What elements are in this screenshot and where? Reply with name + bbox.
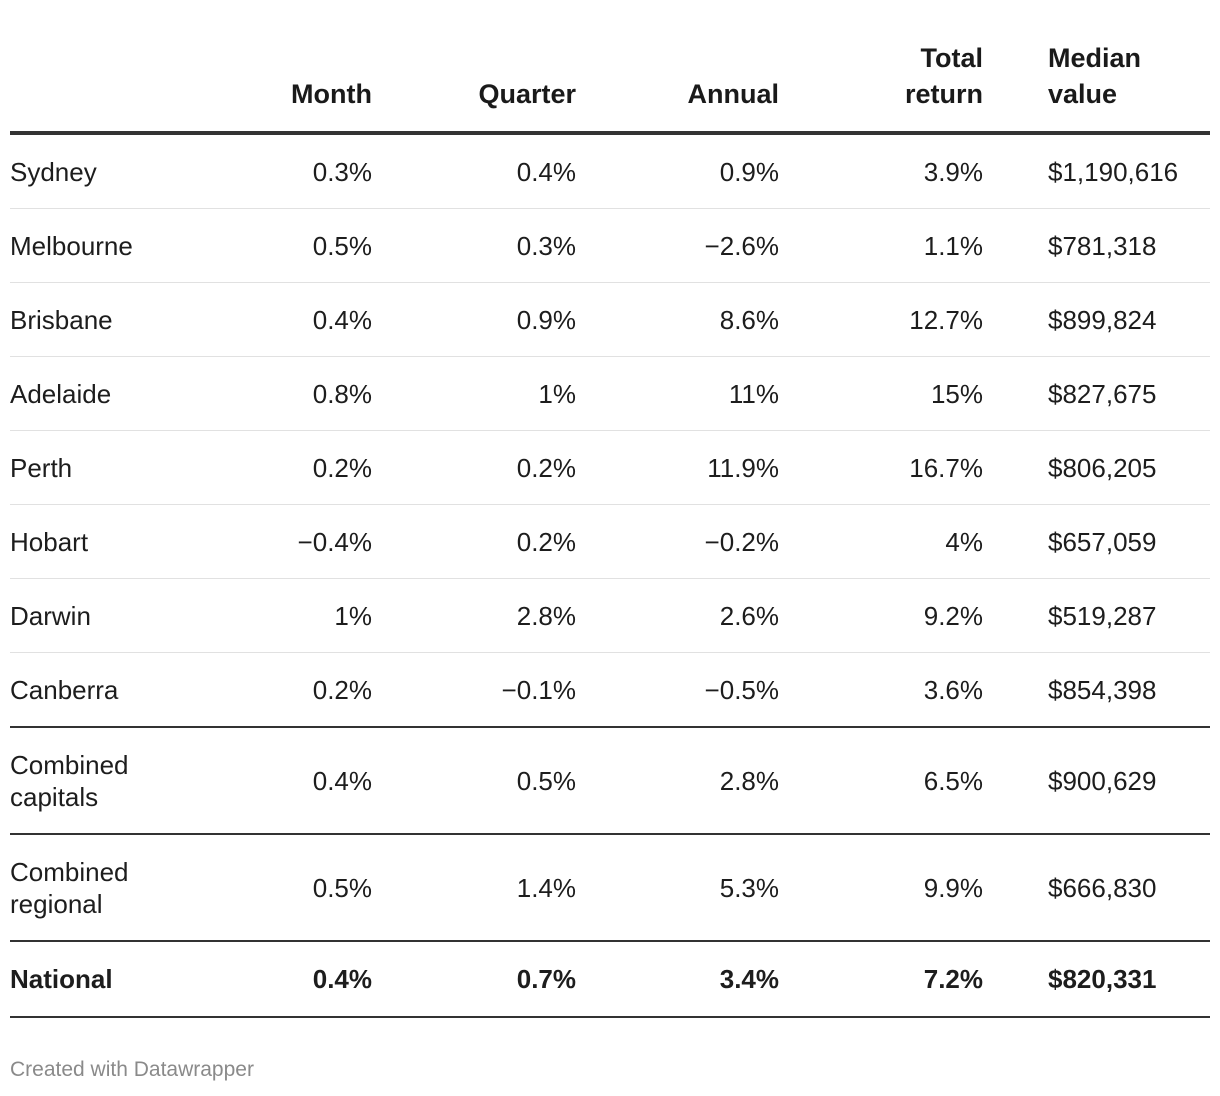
cell-median-value: $899,824 xyxy=(983,282,1210,357)
cell-quarter: 0.2% xyxy=(372,504,576,579)
cell-month: 0.4% xyxy=(190,282,372,357)
cell-quarter: 1.4% xyxy=(372,834,576,942)
cell-annual: −0.2% xyxy=(576,504,779,579)
cell-month: 1% xyxy=(190,578,372,653)
cell-total-return: 9.2% xyxy=(779,578,983,653)
cell-annual: 3.4% xyxy=(576,941,779,1018)
cell-total-return: 3.9% xyxy=(779,133,983,209)
cell-total-return: 6.5% xyxy=(779,727,983,835)
cell-quarter: 0.7% xyxy=(372,941,576,1018)
header-median-line2: value xyxy=(1048,79,1118,109)
cell-region: Sydney xyxy=(10,133,190,209)
cell-region: Combined capitals xyxy=(10,727,190,835)
cell-median-value: $900,629 xyxy=(983,727,1210,835)
header-annual: Annual xyxy=(576,40,779,135)
table-row: Darwin 1% 2.8% 2.6% 9.2% $519,287 xyxy=(10,578,1210,653)
cell-region: Adelaide xyxy=(10,356,190,431)
cell-region: Perth xyxy=(10,430,190,505)
table-row: Adelaide 0.8% 1% 11% 15% $827,675 xyxy=(10,356,1210,431)
table-row: Perth 0.2% 0.2% 11.9% 16.7% $806,205 xyxy=(10,430,1210,505)
cell-region: Melbourne xyxy=(10,208,190,283)
cell-region: Combined regional xyxy=(10,834,190,942)
table-row: Combined capitals 0.4% 0.5% 2.8% 6.5% $900,62… xyxy=(10,727,1210,835)
cell-annual: −0.5% xyxy=(576,652,779,728)
cell-annual: 0.9% xyxy=(576,133,779,209)
table-row: Brisbane 0.4% 0.9% 8.6% 12.7% $899,824 xyxy=(10,282,1210,357)
cell-quarter: 0.5% xyxy=(372,727,576,835)
cell-total-return: 7.2% xyxy=(779,941,983,1018)
cell-total-return: 1.1% xyxy=(779,208,983,283)
cell-annual: 11.9% xyxy=(576,430,779,505)
header-median-line1: Median xyxy=(1048,43,1142,73)
cell-median-value: $827,675 xyxy=(983,356,1210,431)
cell-quarter: 0.9% xyxy=(372,282,576,357)
cell-quarter: −0.1% xyxy=(372,652,576,728)
cell-total-return: 12.7% xyxy=(779,282,983,357)
header-median-value: Median value xyxy=(983,40,1210,135)
cell-month: −0.4% xyxy=(190,504,372,579)
table-body: Sydney 0.3% 0.4% 0.9% 3.9% $1,190,616 Melbourn… xyxy=(10,133,1210,1018)
datawrapper-credit: Created with Datawrapper xyxy=(10,1058,254,1081)
table-row: Canberra 0.2% −0.1% −0.5% 3.6% $854,398 xyxy=(10,652,1210,728)
cell-month: 0.4% xyxy=(190,727,372,835)
cell-total-return: 9.9% xyxy=(779,834,983,942)
cell-region: Darwin xyxy=(10,578,190,653)
cell-quarter: 0.2% xyxy=(372,430,576,505)
cell-median-value: $806,205 xyxy=(983,430,1210,505)
header-month: Month xyxy=(190,40,372,135)
table-header: Month Quarter Annual Total return Median v… xyxy=(10,40,1210,135)
cell-annual: 5.3% xyxy=(576,834,779,942)
header-total-line1: Total xyxy=(920,43,984,73)
table-row: Combined regional 0.5% 1.4% 5.3% 9.9% $666,83… xyxy=(10,834,1210,942)
cell-month: 0.3% xyxy=(190,133,372,209)
cell-region: Hobart xyxy=(10,504,190,579)
cell-quarter: 1% xyxy=(372,356,576,431)
cell-total-return: 4% xyxy=(779,504,983,579)
cell-total-return: 15% xyxy=(779,356,983,431)
cell-annual: 8.6% xyxy=(576,282,779,357)
table-row: National 0.4% 0.7% 3.4% 7.2% $820,331 xyxy=(10,941,1210,1018)
cell-median-value: $657,059 xyxy=(983,504,1210,579)
cell-annual: 2.8% xyxy=(576,727,779,835)
cell-annual: −2.6% xyxy=(576,208,779,283)
cell-median-value: $1,190,616 xyxy=(983,133,1210,209)
cell-total-return: 16.7% xyxy=(779,430,983,505)
cell-median-value: $666,830 xyxy=(983,834,1210,942)
header-row: Month Quarter Annual Total return Median v… xyxy=(10,40,1210,135)
cell-region: National xyxy=(10,941,190,1018)
cell-median-value: $820,331 xyxy=(983,941,1210,1018)
cell-month: 0.8% xyxy=(190,356,372,431)
cell-region: Brisbane xyxy=(10,282,190,357)
table-row: Hobart −0.4% 0.2% −0.2% 4% $657,059 xyxy=(10,504,1210,579)
cell-annual: 2.6% xyxy=(576,578,779,653)
cell-median-value: $781,318 xyxy=(983,208,1210,283)
header-quarter: Quarter xyxy=(372,40,576,135)
table-row: Melbourne 0.5% 0.3% −2.6% 1.1% $781,318 xyxy=(10,208,1210,283)
header-region xyxy=(10,40,190,135)
cell-month: 0.2% xyxy=(190,652,372,728)
cell-month: 0.2% xyxy=(190,430,372,505)
cell-annual: 11% xyxy=(576,356,779,431)
cell-month: 0.4% xyxy=(190,941,372,1018)
cell-median-value: $519,287 xyxy=(983,578,1210,653)
cell-quarter: 0.4% xyxy=(372,133,576,209)
cell-total-return: 3.6% xyxy=(779,652,983,728)
header-total-return: Total return xyxy=(779,40,984,135)
header-total-line2: return xyxy=(904,79,983,109)
housing-values-table: Month Quarter Annual Total return Median v… xyxy=(10,40,1210,1018)
cell-quarter: 2.8% xyxy=(372,578,576,653)
cell-median-value: $854,398 xyxy=(983,652,1210,728)
cell-month: 0.5% xyxy=(190,208,372,283)
cell-quarter: 0.3% xyxy=(372,208,576,283)
table-row: Sydney 0.3% 0.4% 0.9% 3.9% $1,190,616 xyxy=(10,133,1210,209)
cell-month: 0.5% xyxy=(190,834,372,942)
cell-region: Canberra xyxy=(10,652,190,728)
